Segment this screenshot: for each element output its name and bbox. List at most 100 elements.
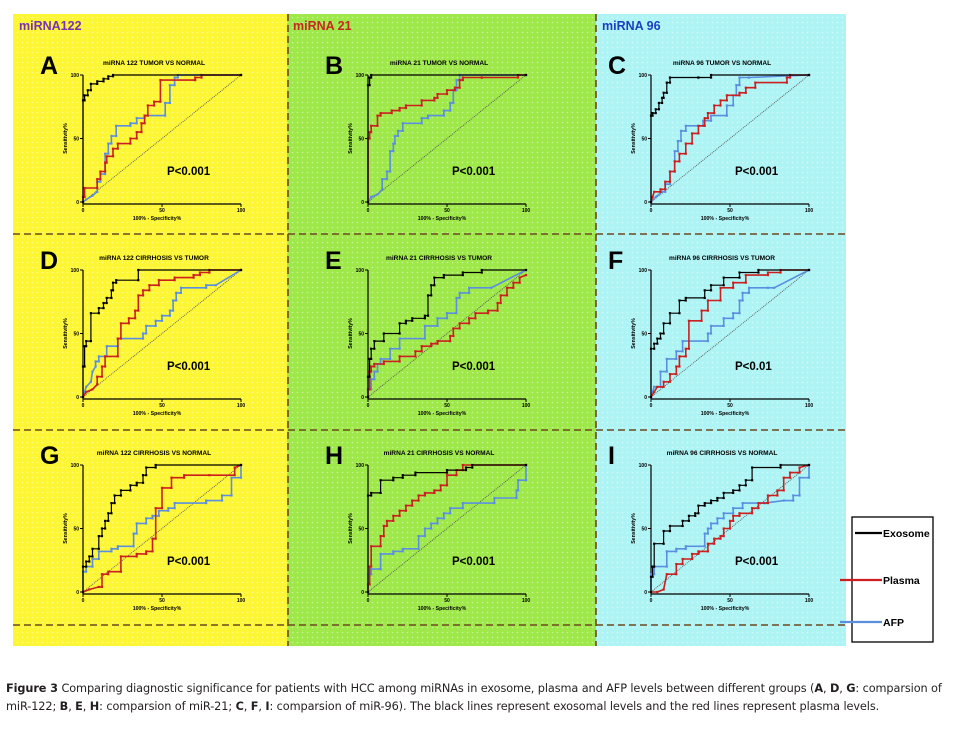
data-point: [171, 299, 175, 302]
data-point: [706, 542, 709, 545]
x-axis-label: 100% - Specificity%: [701, 411, 750, 417]
panel-title: miRNA 21 CIRRHOSIS VS NORMAL: [384, 450, 495, 457]
x-tick-label: 100: [805, 403, 814, 409]
data-point: [480, 76, 483, 79]
data-point: [662, 588, 665, 591]
data-point: [744, 479, 747, 482]
data-point: [659, 370, 662, 373]
data-point: [668, 380, 672, 383]
data-point: [145, 324, 148, 327]
data-point: [370, 494, 373, 497]
data-point: [719, 104, 722, 107]
data-point: [370, 195, 373, 199]
caption-text: ,: [822, 682, 830, 695]
data-point: [100, 527, 104, 530]
data-point: [137, 309, 140, 312]
data-point: [651, 575, 654, 578]
data-point: [389, 150, 392, 153]
data-point: [662, 542, 665, 545]
data-point: [751, 466, 754, 469]
data-point: [728, 519, 732, 522]
data-point: [807, 268, 811, 272]
data-point: [653, 565, 656, 568]
data-point: [505, 294, 509, 297]
data-point: [110, 550, 113, 553]
data-point: [85, 345, 88, 348]
data-point: [684, 355, 687, 358]
data-point: [725, 114, 728, 117]
panel-letter: I: [608, 442, 615, 470]
y-tick-label: 100: [71, 463, 80, 469]
data-point: [709, 499, 713, 502]
data-point: [135, 122, 138, 125]
roc-line-plasma: [82, 269, 241, 398]
data-point: [97, 547, 100, 550]
y-tick-label: 100: [356, 73, 365, 79]
data-point: [433, 284, 436, 287]
data-point: [154, 463, 157, 467]
y-axis-label: Sensitivity%: [63, 123, 69, 154]
data-point: [102, 77, 105, 80]
data-point: [379, 535, 382, 538]
data-point: [741, 299, 744, 302]
data-point: [153, 100, 156, 103]
data-point: [154, 324, 157, 327]
data-point: [792, 499, 795, 502]
data-point: [81, 200, 85, 204]
data-point: [173, 507, 176, 510]
x-tick-label: 50: [159, 598, 165, 604]
data-point: [524, 73, 528, 77]
data-point: [85, 198, 88, 201]
data-point: [426, 117, 430, 120]
data-point: [100, 573, 104, 576]
data-point: [115, 281, 118, 284]
data-point: [404, 322, 408, 325]
data-point: [738, 512, 741, 515]
data-point: [668, 180, 672, 183]
p-value-annotation: P<0.001: [452, 166, 496, 178]
panel-letter: H: [325, 442, 343, 470]
data-point: [668, 183, 672, 186]
data-point: [376, 124, 379, 127]
data-point: [703, 124, 706, 127]
data-point: [370, 545, 373, 548]
data-point: [442, 109, 445, 112]
series-exosome: [366, 73, 528, 204]
data-point: [233, 474, 236, 477]
data-point: [141, 481, 145, 484]
data-point: [157, 284, 160, 287]
y-axis-label: Sensitivity%: [631, 123, 637, 154]
data-point: [722, 276, 725, 279]
data-point: [145, 332, 148, 335]
data-point: [458, 78, 461, 82]
data-point: [137, 268, 140, 272]
data-point: [100, 535, 104, 538]
data-point: [649, 200, 653, 204]
data-point: [81, 365, 85, 368]
data-point: [449, 507, 452, 510]
data-point: [445, 471, 449, 474]
data-point: [651, 195, 654, 199]
data-point: [85, 560, 88, 563]
data-point: [468, 322, 471, 325]
x-axis-label: 100% - Specificity%: [418, 411, 467, 417]
data-point: [85, 340, 88, 343]
data-point: [738, 271, 741, 274]
data-point: [455, 89, 458, 92]
data-point: [389, 170, 392, 173]
data-point: [458, 322, 461, 325]
data-point: [719, 99, 722, 102]
data-point: [709, 76, 713, 79]
data-point: [653, 190, 656, 193]
data-point: [239, 73, 243, 77]
data-point: [115, 279, 118, 282]
data-point: [716, 522, 719, 525]
data-point: [205, 502, 208, 505]
data-point: [160, 507, 164, 510]
data-point: [129, 124, 132, 127]
data-point: [398, 509, 401, 512]
x-tick-label: 50: [727, 208, 733, 214]
